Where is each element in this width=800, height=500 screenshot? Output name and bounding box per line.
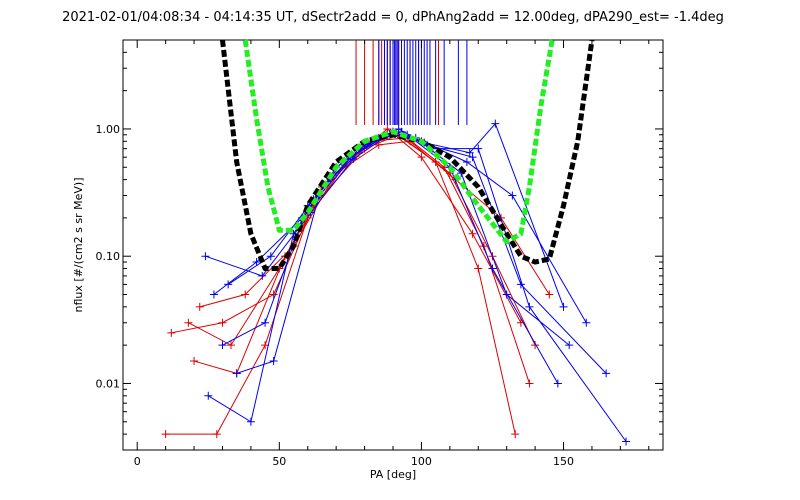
data-point (474, 264, 483, 273)
y-axis-label: nflux [#/(cm2 s sr MeV)] (72, 178, 85, 313)
data-point (491, 119, 500, 128)
data-point (258, 271, 267, 280)
data-point (462, 157, 471, 166)
data-point (349, 155, 358, 164)
data-point (468, 229, 477, 238)
data-point (525, 379, 534, 388)
data-point (374, 140, 383, 149)
x-tick-label: 100 (411, 455, 432, 468)
y-tick-label: 0.10 (96, 250, 121, 263)
chart-title: 2021-02-01/04:08:34 - 04:14:35 UT, dSect… (62, 10, 724, 25)
data-point (201, 252, 210, 261)
data-point (252, 258, 261, 267)
data-point (474, 144, 483, 153)
data-point (184, 318, 193, 327)
data-point (545, 290, 554, 299)
data-point (209, 290, 218, 299)
data-point (488, 264, 497, 273)
data-point (465, 148, 474, 157)
data-point (224, 280, 233, 289)
chart-axes: 0 50 100 150 0.01 0.10 1.00 (96, 39, 663, 468)
data-point (167, 328, 176, 337)
data-point (511, 430, 520, 439)
data-point (525, 302, 534, 311)
y-tick-label: 0.01 (96, 377, 121, 390)
data-point (582, 318, 591, 327)
data-point (161, 430, 170, 439)
data-point (212, 430, 221, 439)
data-point (553, 379, 562, 388)
series-line (199, 140, 550, 308)
data-point (246, 417, 255, 426)
x-tick-label: 150 (553, 455, 574, 468)
data-point (269, 290, 278, 299)
model-curve-black (219, 39, 595, 272)
x-tick-label: 50 (272, 455, 286, 468)
data-point (417, 153, 426, 162)
data-point (468, 153, 477, 162)
data-point (227, 341, 235, 350)
data-point (218, 318, 227, 327)
model-curve-green (242, 39, 555, 245)
x-tick-label: 0 (134, 455, 141, 468)
data-point (190, 357, 199, 366)
data-point (622, 437, 631, 446)
data-point (559, 302, 568, 311)
data-point (241, 290, 250, 299)
data-point (565, 341, 574, 350)
data-point (269, 357, 278, 366)
data-point (508, 191, 517, 200)
data-point (266, 252, 275, 261)
chart-marks (161, 39, 631, 446)
data-point (218, 341, 227, 350)
series-line (205, 122, 564, 308)
series-line (208, 134, 559, 423)
y-tick-label: 1.00 (96, 123, 121, 136)
data-point (195, 302, 204, 311)
data-point (502, 290, 511, 299)
data-point (204, 391, 213, 400)
data-point (232, 369, 241, 378)
data-point (261, 318, 270, 327)
data-point (602, 369, 611, 378)
x-axis-label: PA [deg] (370, 468, 416, 481)
